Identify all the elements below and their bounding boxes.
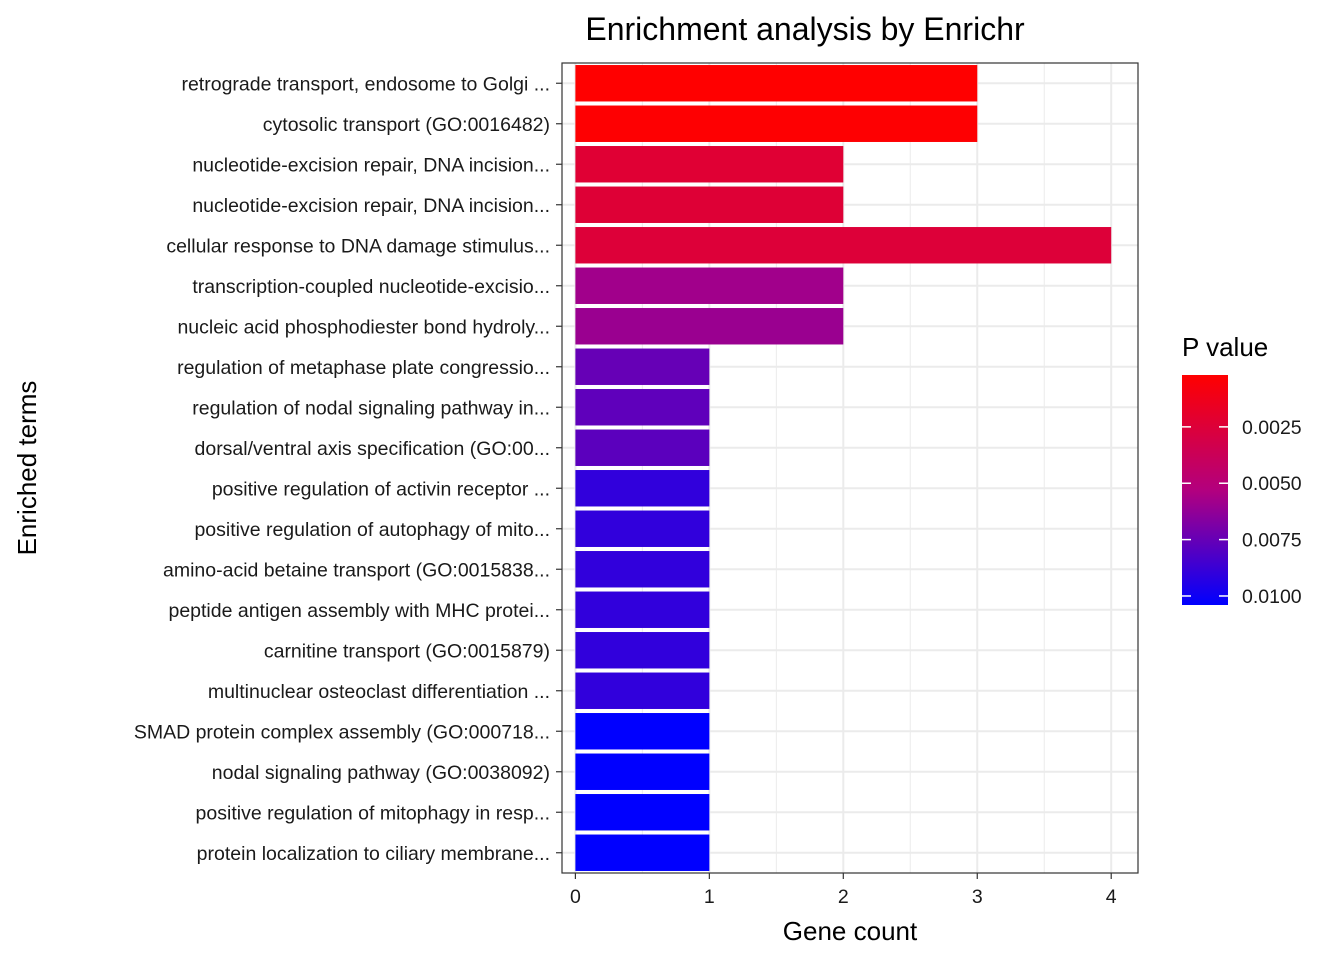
y-tick-label: cellular response to DNA damage stimulus… <box>166 235 550 257</box>
bar <box>575 267 844 304</box>
bar <box>575 672 710 709</box>
bar <box>575 105 978 142</box>
panel-border <box>561 62 1139 874</box>
legend-tick-label: 0.0100 <box>1242 586 1302 608</box>
y-tick-label: cytosolic transport (GO:0016482) <box>263 114 550 136</box>
y-tick-label: nucleic acid phosphodiester bond hydroly… <box>177 316 550 338</box>
bar <box>575 146 844 183</box>
x-tick-label: 2 <box>838 886 849 908</box>
bar <box>575 834 710 871</box>
bar <box>575 794 710 831</box>
legend-title: P value <box>1182 332 1268 362</box>
bar <box>575 227 1112 264</box>
x-tick-label: 0 <box>570 886 581 908</box>
bar <box>575 186 844 223</box>
x-tick-label: 1 <box>704 886 715 908</box>
y-axis-title: Enriched terms <box>12 381 42 556</box>
y-tick-label: regulation of nodal signaling pathway in… <box>192 397 550 419</box>
y-tick-label: transcription-coupled nucleotide-excisio… <box>192 276 550 298</box>
y-tick-label: nucleotide-excision repair, DNA incision… <box>192 195 550 217</box>
legend-tick-label: 0.0050 <box>1242 473 1302 495</box>
bars <box>575 65 1112 871</box>
legend-tick-label: 0.0075 <box>1242 530 1302 552</box>
legend-colorbar <box>1182 375 1228 605</box>
chart-title: Enrichment analysis by Enrichr <box>585 11 1025 47</box>
legend-ticks: 0.0025 0.0050 0.0075 0.0100 <box>1182 417 1302 608</box>
bar <box>575 308 844 345</box>
y-tick-label: peptide antigen assembly with MHC protei… <box>168 600 550 622</box>
bar <box>575 713 710 750</box>
y-tick-label: regulation of metaphase plate congressio… <box>177 357 550 379</box>
bar <box>575 591 710 628</box>
y-tick-label: retrograde transport, endosome to Golgi … <box>181 73 550 95</box>
legend: P value 0.0025 0.0050 0.0075 0.0100 <box>1182 332 1302 608</box>
y-tick-label: nucleotide-excision repair, DNA incision… <box>192 154 550 176</box>
y-tick-label: protein localization to ciliary membrane… <box>197 843 550 865</box>
grid <box>562 63 1138 873</box>
x-axis-title: Gene count <box>783 916 918 946</box>
bar <box>575 429 710 466</box>
y-tick-label: carnitine transport (GO:0015879) <box>264 640 550 662</box>
bar <box>575 551 710 588</box>
y-tick-label: multinuclear osteoclast differentiation … <box>208 681 550 703</box>
y-axis-ticks: retrograde transport, endosome to Golgi … <box>134 73 562 865</box>
y-tick-label: SMAD protein complex assembly (GO:000718… <box>134 721 550 743</box>
x-tick-label: 3 <box>972 886 983 908</box>
y-tick-label: positive regulation of mitophagy in resp… <box>196 802 550 824</box>
bar <box>575 348 710 385</box>
y-tick-label: positive regulation of autophagy of mito… <box>194 519 550 541</box>
bar <box>575 65 978 102</box>
bar <box>575 632 710 669</box>
x-tick-label: 4 <box>1106 886 1117 908</box>
legend-tick-label: 0.0025 <box>1242 417 1302 439</box>
y-tick-label: nodal signaling pathway (GO:0038092) <box>212 762 550 784</box>
bar <box>575 389 710 426</box>
y-tick-label: amino-acid betaine transport (GO:0015838… <box>163 559 550 581</box>
bar <box>575 470 710 507</box>
y-tick-label: positive regulation of activin receptor … <box>212 478 550 500</box>
x-axis-ticks: 0 1 2 3 4 <box>570 873 1117 908</box>
y-tick-label: dorsal/ventral axis specification (GO:00… <box>195 438 551 460</box>
bar <box>575 753 710 790</box>
bar <box>575 510 710 547</box>
